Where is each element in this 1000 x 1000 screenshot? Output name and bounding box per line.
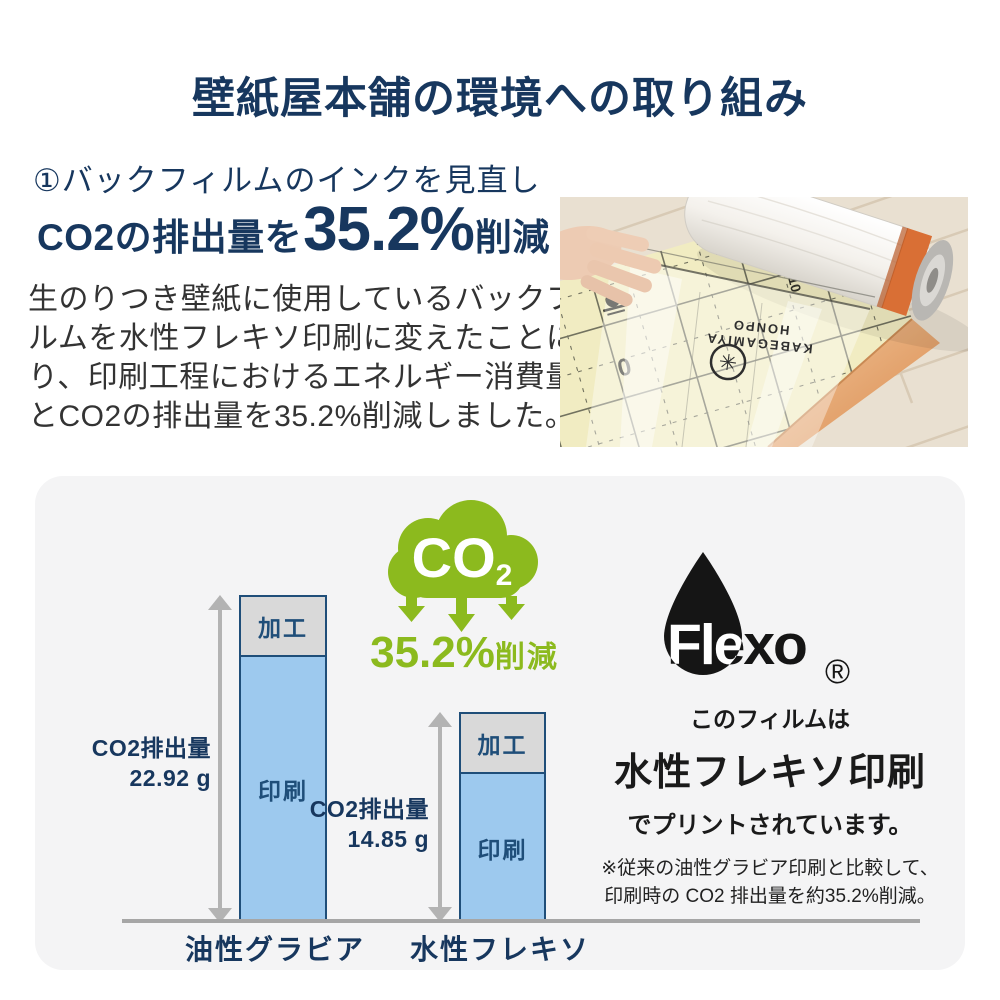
body-paragraph: 生のりつき壁紙に使用しているバックフィ ルムを水性フレキソ印刷に変えたことによ … xyxy=(28,280,607,436)
product-photo: 0 10 xyxy=(560,197,968,447)
paper-edge-line xyxy=(767,318,913,447)
flexo-logo: Flexo Flexo ® xyxy=(664,552,850,690)
value-title: CO2排出量 xyxy=(91,735,211,761)
value-label-flexo: CO2排出量 14.85 g xyxy=(293,794,429,854)
lead-prefix: CO2の排出量を xyxy=(37,217,303,258)
bar-gravure-segment-printing: 印刷 xyxy=(241,657,325,921)
roll-orange-band xyxy=(881,228,933,316)
segment-label: 加工 xyxy=(477,732,528,758)
svg-text:✳: ✳ xyxy=(717,349,739,376)
segment-label: 加工 xyxy=(258,615,308,641)
reduction-suffix: 削減 xyxy=(494,641,559,674)
registered-mark: ® xyxy=(825,653,850,690)
roll-shadow xyxy=(697,246,968,352)
bar-flexo: 加工 印刷 xyxy=(459,712,546,923)
bar-flexo-segment-processing: 加工 xyxy=(461,714,544,774)
segment-label: 印刷 xyxy=(477,836,528,863)
orange-edge-strip xyxy=(768,319,940,447)
reduction-value: 35.2% xyxy=(370,628,495,677)
axis-label-flexo: 水性フレキソ xyxy=(409,934,590,965)
value-label-gravure: CO2排出量 22.92 g xyxy=(75,733,211,793)
axis-baseline xyxy=(122,919,920,923)
statement-line3: でプリントされています。 xyxy=(627,812,913,839)
lead-line: CO2の排出量を 35.2% 削減 xyxy=(37,199,550,261)
section-heading: ①バックフィルムのインクを見直し xyxy=(33,163,541,198)
bar-flexo-segment-printing: 印刷 xyxy=(461,774,544,921)
measure-arrow-left xyxy=(208,595,232,923)
footnote-line2: 印刷時の CO2 排出量を約35.2%削減。 xyxy=(604,886,936,907)
body-line: ルムを水性フレキソ印刷に変えたことによ xyxy=(28,322,607,355)
statement-line1: このフィルムは xyxy=(689,706,851,732)
co2-cloud-icon: CO2 xyxy=(388,500,538,632)
svg-text:CO2: CO2 xyxy=(412,526,513,592)
value-amount: 22.92 g xyxy=(129,765,211,791)
segment-label: 印刷 xyxy=(258,778,308,804)
bar-gravure: 加工 印刷 xyxy=(239,595,327,923)
body-line: 生のりつき壁紙に使用しているバックフィ xyxy=(28,283,607,316)
lead-suffix: 削減 xyxy=(474,217,550,258)
wallpaper-roll xyxy=(684,197,954,321)
statement-line2: 水性フレキソ印刷 xyxy=(613,752,926,794)
measure-arrow-right xyxy=(428,712,452,922)
axis-label-gravure: 油性グラビア xyxy=(184,934,365,965)
droplet-icon xyxy=(664,552,742,675)
infographic-panel: 加工 印刷 加工 印刷 CO2排出量 22.92 g CO2排出量 14.85 … xyxy=(35,476,965,970)
reduction-label: 35.2% 削減 xyxy=(357,628,572,678)
page-title: 壁紙屋本舗の環境への取り組み xyxy=(192,75,808,123)
bar-gravure-segment-processing: 加工 xyxy=(241,597,325,657)
body-line: り、印刷工程におけるエネルギー消費量 xyxy=(28,361,576,394)
hand-illustration xyxy=(560,225,662,307)
lead-value: 35.2% xyxy=(303,195,475,264)
body-line: とCO2の排出量を35.2%削減しました。 xyxy=(28,400,576,433)
value-title: CO2排出量 xyxy=(309,796,429,822)
svg-text:HONPO: HONPO xyxy=(731,317,790,338)
co2-subscript: 2 xyxy=(496,559,513,592)
value-amount: 14.85 g xyxy=(347,826,429,852)
film-emblem-icon: ✳ xyxy=(709,343,747,381)
paper-mark-zero: 0 xyxy=(615,353,634,382)
flexo-wordmark: Flexo xyxy=(667,613,806,677)
clear-film: KABEGAMIYA HONPO ✳ xyxy=(586,242,876,447)
co2-label: CO xyxy=(412,526,496,589)
film-statement: このフィルムは 水性フレキソ印刷 でプリントされています。 ※従来の油性グラビア… xyxy=(555,700,985,911)
footnote-line1: ※従来の油性グラビア印刷と比較して、 xyxy=(601,858,939,879)
wallpaper-roll-photo-illustration: 0 10 xyxy=(560,197,968,447)
